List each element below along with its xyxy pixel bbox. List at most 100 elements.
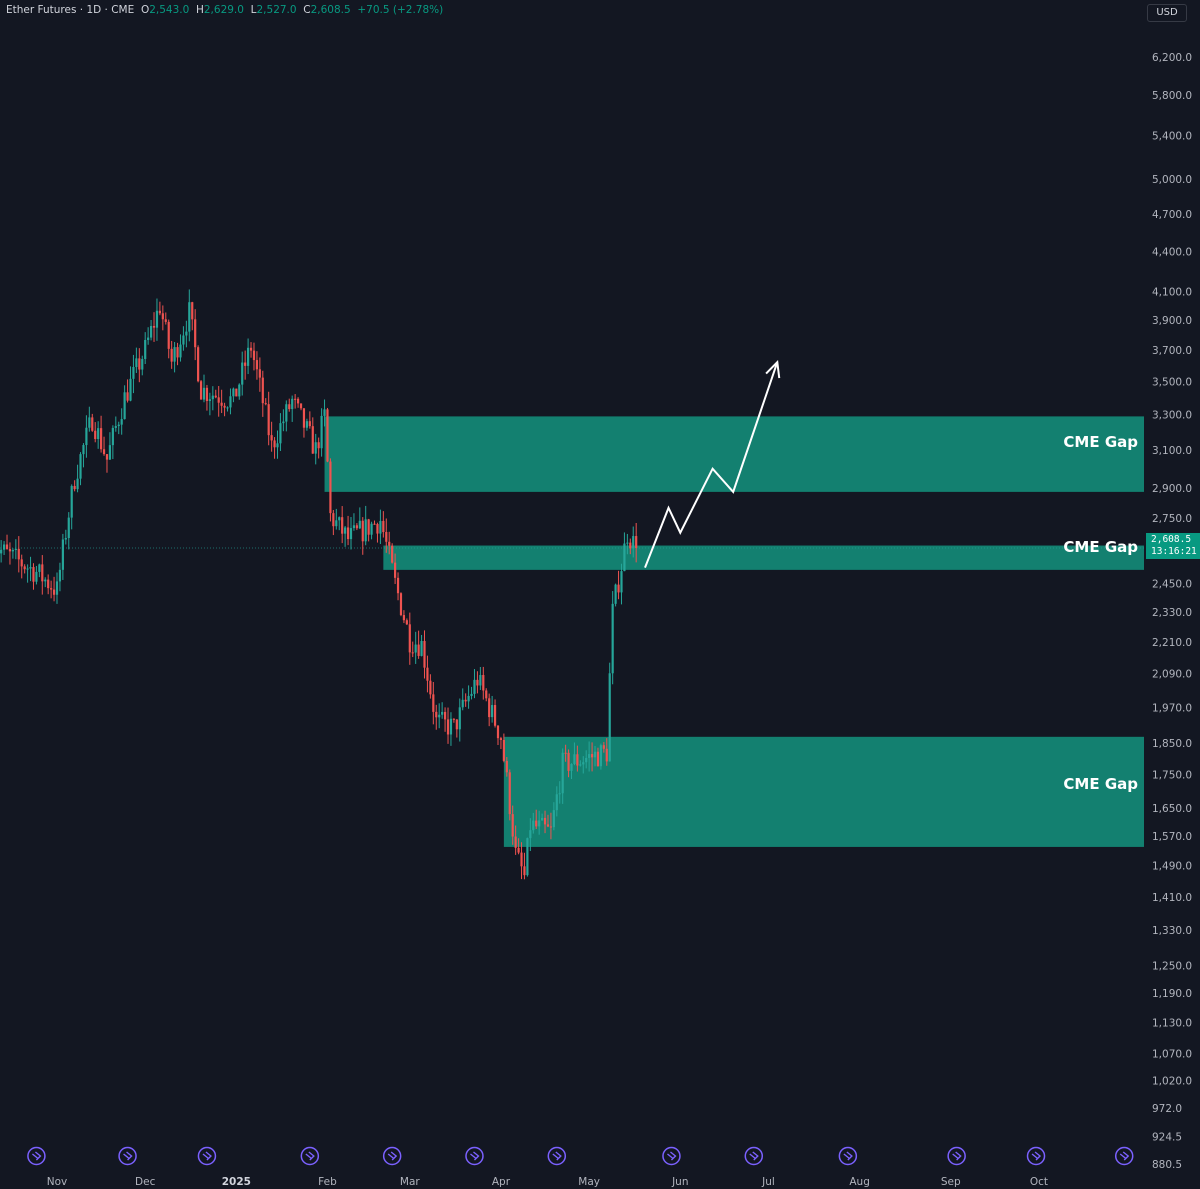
candle-body <box>432 694 435 712</box>
candle-body <box>217 397 220 403</box>
candle-body <box>414 644 417 653</box>
high-value: 2,629.0 <box>203 4 244 16</box>
price-tick-label: 924.5 <box>1152 1131 1182 1143</box>
candle-body <box>238 384 241 397</box>
candle-body <box>611 603 614 674</box>
time-tick-label: Apr <box>492 1176 511 1188</box>
event-marker-icon <box>947 1146 966 1166</box>
event-marker-icon <box>118 1146 137 1166</box>
candle-body <box>376 524 379 534</box>
cme-gap-label-lower: CME Gap <box>1063 775 1138 793</box>
candle-body <box>244 362 247 366</box>
candle-body <box>491 705 494 718</box>
candle-body <box>411 652 414 654</box>
candle-body <box>229 396 232 408</box>
event-marker-icon <box>300 1146 320 1166</box>
projection-path <box>644 361 779 568</box>
candle-body <box>341 517 344 534</box>
candle-body <box>108 445 112 460</box>
candle-body <box>570 763 573 771</box>
price-tick-label: 3,100.0 <box>1152 445 1192 457</box>
price-tick-label: 2,750.0 <box>1152 513 1192 525</box>
candle-body <box>211 395 214 400</box>
candle-body <box>35 571 38 582</box>
candle-body <box>567 752 570 771</box>
candle-body <box>538 820 541 827</box>
candle-body <box>364 519 367 542</box>
candle-body <box>623 543 626 572</box>
time-axis[interactable]: Nov Dec 2025 Feb Mar Apr May Jun Jul Aug Sep Oct <box>47 1176 1048 1188</box>
candle-body <box>117 424 120 427</box>
price-tick-label: 3,900.0 <box>1152 315 1192 327</box>
price-tick-label: 1,650.0 <box>1152 803 1192 815</box>
candle-body <box>208 399 211 401</box>
candle-body <box>102 449 106 455</box>
candle-body <box>97 428 100 439</box>
candle-body <box>488 698 491 718</box>
candle-body <box>467 695 470 702</box>
candle-body <box>461 699 464 708</box>
candle-body <box>458 707 461 730</box>
candle-body <box>420 641 423 656</box>
candle-body <box>573 754 576 764</box>
price-tick-label: 1,330.0 <box>1152 925 1192 937</box>
price-tick-label: 4,100.0 <box>1152 287 1192 299</box>
candlestick-series <box>0 289 638 880</box>
open-value: 2,543.0 <box>149 4 190 16</box>
candle-body <box>452 718 455 720</box>
price-tick-label: 1,250.0 <box>1152 960 1192 972</box>
currency-button[interactable]: USD <box>1147 4 1187 22</box>
time-tick-label: May <box>578 1176 600 1188</box>
time-tick-label: Nov <box>47 1176 68 1188</box>
candle-body <box>232 388 235 397</box>
event-marker-glyph <box>749 1151 759 1161</box>
candle-body <box>355 525 358 529</box>
candle-body <box>535 820 538 827</box>
candle-body <box>149 325 153 338</box>
candle-body <box>523 866 526 876</box>
candle-body <box>346 527 350 540</box>
low-value: 2,527.0 <box>256 4 297 16</box>
price-tick-label: 2,210.0 <box>1152 637 1192 649</box>
candle-body <box>305 421 308 428</box>
candle-body <box>417 644 420 656</box>
candle-body <box>170 348 173 362</box>
candle-body <box>493 705 497 726</box>
price-tick-label: 3,300.0 <box>1152 410 1192 422</box>
candle-body <box>379 520 382 534</box>
candle-body <box>323 409 326 416</box>
candle-body <box>602 745 605 749</box>
candle-body <box>338 517 341 521</box>
candle-body <box>296 398 300 404</box>
candle-body <box>88 417 91 428</box>
cme-gap-label-upper: CME Gap <box>1063 433 1138 451</box>
candle-body <box>5 544 9 549</box>
candle-body <box>546 824 550 827</box>
event-marker-icon <box>1026 1146 1046 1166</box>
candle-body <box>373 523 376 525</box>
candle-body <box>626 542 629 544</box>
candle-body <box>235 388 238 397</box>
candle-body <box>455 719 458 730</box>
candle-body <box>258 369 261 378</box>
cme-gap-label-middle: CME Gap <box>1063 538 1138 556</box>
candle-body <box>394 562 397 578</box>
candle-body <box>620 571 623 593</box>
candle-body <box>252 350 256 361</box>
candle-body <box>464 699 467 702</box>
price-axis[interactable]: 6,200.0 5,800.0 5,400.0 5,000.0 4,700.0 4,400… <box>1152 52 1192 1171</box>
candle-body <box>67 517 70 539</box>
candle-body <box>352 525 356 529</box>
candle-body <box>399 593 403 616</box>
candle-body <box>599 745 602 767</box>
time-tick-label: Jun <box>671 1176 688 1188</box>
open-label: O <box>140 4 150 16</box>
candle-body <box>267 404 270 436</box>
candle-body <box>402 615 406 621</box>
candle-body <box>517 847 520 853</box>
candle-body <box>141 358 144 370</box>
candle-body <box>317 442 320 449</box>
candle-body <box>435 711 438 718</box>
